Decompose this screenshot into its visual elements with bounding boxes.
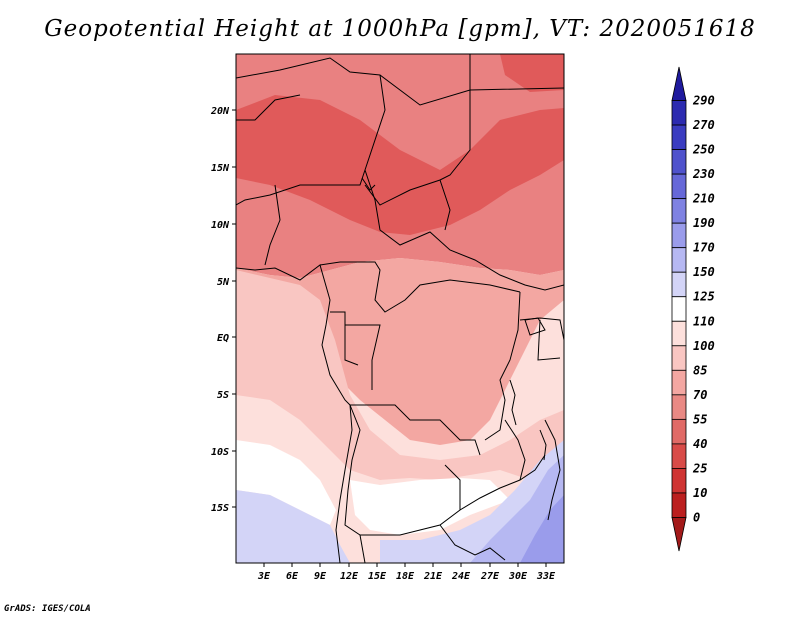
border-line: [364, 90, 471, 206]
colorbar-label: 110: [693, 314, 715, 328]
lon-label: 6E: [286, 571, 299, 582]
field-deep-red-core: [236, 95, 564, 235]
colorbar-label: 100: [693, 339, 715, 353]
lon-label: 15E: [368, 571, 387, 582]
lon-label: 18E: [396, 571, 415, 582]
longitude-labels: 3E 6E 9E 12E 15E 18E 21E 24E 27E 30E 33E: [257, 571, 556, 582]
colorbar-swatch: [671, 271, 687, 298]
colorbar-label: 10: [693, 486, 707, 500]
lake-malawi: [539, 429, 547, 461]
grads-credit: GrADS: IGES/COLA: [4, 604, 91, 614]
colorbar-swatch: [671, 222, 687, 249]
lat-label: 15N: [211, 163, 230, 174]
colorbar-label: 250: [692, 143, 715, 157]
colorbar-label: 290: [692, 94, 715, 108]
map-title: Geopotential Height at 1000hPa [gpm], VT…: [44, 16, 756, 42]
colorbar-swatch: [671, 198, 687, 224]
colorbar-label: 70: [693, 388, 707, 402]
colorbar-swatch: [671, 124, 687, 150]
colorbar-swatch: [671, 247, 687, 273]
colorbar-label: 150: [693, 265, 715, 279]
border-line: [236, 74, 386, 206]
lon-label: 3E: [257, 571, 271, 582]
colorbar-label: 0: [693, 510, 700, 524]
colorbar-label: 55: [693, 412, 707, 426]
colorbar-label: 170: [693, 241, 715, 255]
field-white-south: [350, 478, 510, 535]
lon-label: 27E: [480, 571, 500, 582]
colorbar-swatch: [671, 418, 687, 445]
field-pale-blue-southwest: [236, 490, 350, 563]
colorbar-swatch: [671, 320, 687, 347]
border-line: [537, 319, 561, 361]
colorbar: 2902702502302101901701501251101008570554…: [671, 66, 715, 552]
colorbar-swatch: [671, 369, 687, 396]
colorbar-swatch: [671, 296, 687, 322]
lake-tanganyika: [509, 379, 517, 426]
latitude-axis: [232, 109, 236, 508]
border-line: [544, 419, 561, 521]
border-line: [236, 57, 564, 106]
field-deep-red-ne: [500, 54, 564, 92]
lon-label: 21E: [423, 571, 443, 582]
colorbar-label: 190: [693, 216, 715, 230]
colorbar-label: 40: [693, 437, 707, 451]
colorbar-label: 85: [693, 363, 707, 377]
border-line: [439, 179, 451, 231]
colorbar-label: 230: [692, 167, 715, 181]
lat-label: 10N: [211, 220, 230, 231]
field-pink-coastal: [236, 270, 564, 480]
colorbar-swatch: [671, 492, 687, 518]
height-field: [236, 54, 564, 563]
border-line: [364, 169, 564, 291]
colorbar-label: 125: [693, 290, 715, 304]
longitude-axis: [263, 563, 547, 567]
latitude-labels: 20N 15N 10N 5N EQ 5S 10S 15S: [210, 106, 230, 514]
border-line: [359, 534, 366, 563]
lat-label: 15S: [211, 503, 229, 514]
colorbar-swatch: [671, 345, 687, 371]
border-line: [484, 291, 521, 441]
border-line: [344, 325, 359, 366]
colorbar-swatch: [671, 468, 687, 494]
coastline: [236, 264, 351, 406]
lon-label: 24E: [451, 571, 471, 582]
colorbar-label: 25: [692, 461, 707, 475]
colorbar-swatch: [671, 443, 687, 469]
colorbar-swatch: [671, 100, 687, 126]
colorbar-swatch: [671, 149, 687, 175]
colorbar-label: 210: [692, 192, 715, 206]
lat-label: EQ: [217, 333, 229, 344]
border-line: [350, 404, 481, 456]
lat-label: 20N: [210, 106, 230, 117]
lon-label: 12E: [340, 571, 359, 582]
colorbar-swatch: [671, 517, 687, 552]
lon-label: 33E: [536, 571, 556, 582]
border-line: [459, 454, 546, 511]
country-borders: [236, 54, 564, 563]
colorbar-swatch: [671, 173, 687, 200]
colorbar-label: 270: [692, 118, 715, 132]
field-blue-southeast: [520, 495, 564, 563]
lon-label: 30E: [508, 571, 528, 582]
border-line: [439, 524, 506, 561]
lat-label: 5N: [217, 277, 230, 288]
colorbar-swatch: [671, 394, 687, 420]
colorbar-swatch: [671, 66, 687, 101]
lon-label: 9E: [314, 571, 327, 582]
coastline: [335, 404, 353, 563]
map-frame: [235, 53, 565, 564]
field-white-west: [236, 440, 336, 525]
lake-chad: [361, 177, 376, 191]
lat-label: 5S: [217, 390, 229, 401]
border-line: [236, 94, 301, 121]
border-line: [319, 261, 521, 313]
lat-label: 10S: [211, 447, 229, 458]
border-line: [264, 184, 281, 266]
border-line: [330, 311, 381, 390]
lake-victoria: [524, 317, 546, 336]
border-line: [504, 419, 526, 481]
